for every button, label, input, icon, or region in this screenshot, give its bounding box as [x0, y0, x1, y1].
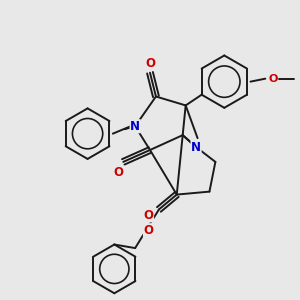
Text: O: O	[145, 57, 155, 70]
Text: O: O	[143, 209, 154, 222]
Text: N: N	[130, 120, 140, 133]
Text: O: O	[143, 224, 154, 237]
Text: N: N	[191, 140, 201, 154]
Text: O: O	[114, 166, 124, 179]
Text: O: O	[268, 74, 278, 84]
